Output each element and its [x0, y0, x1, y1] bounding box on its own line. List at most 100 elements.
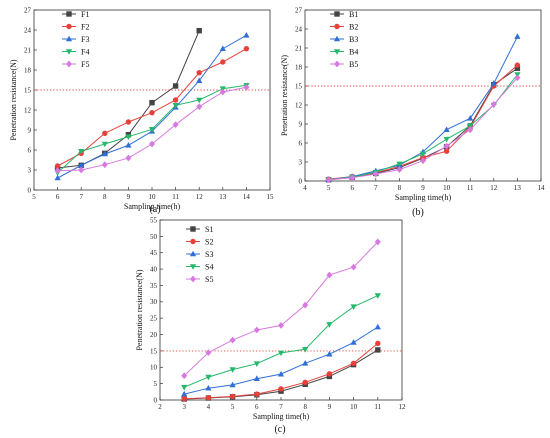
data-point — [220, 59, 226, 65]
data-point — [181, 372, 188, 380]
data-point — [396, 161, 403, 168]
legend-label: B1 — [349, 10, 358, 19]
chart-panel-b: 4 5 6 7 8 9 10 11 12 13 14 0 3 6 9 12 15 18 21 24 27 Sampling… — [280, 6, 545, 218]
y-tick-label: 18 — [295, 63, 303, 71]
x-axis-label: Sampling time(h) — [253, 412, 310, 421]
data-point — [229, 336, 236, 344]
legend-label: F4 — [81, 48, 89, 57]
data-point — [229, 367, 236, 373]
data-point — [196, 103, 203, 111]
data-point — [302, 301, 309, 309]
data-point — [302, 360, 309, 366]
y-tick-label: 45 — [150, 249, 158, 257]
x-tick-label: 5 — [327, 184, 331, 192]
y-tick-label: 0 — [28, 186, 32, 194]
data-point — [443, 136, 450, 143]
x-tick-label: 8 — [398, 184, 402, 192]
legend-swatch-marker — [334, 60, 340, 68]
data-point — [205, 384, 212, 391]
x-tick-label: 10 — [350, 403, 358, 411]
data-point — [196, 69, 202, 76]
x-tick-label: 13 — [219, 193, 227, 201]
data-point — [277, 350, 285, 357]
y-tick-label: 0 — [299, 177, 303, 185]
data-point — [229, 381, 236, 388]
x-tick-label: 3 — [182, 403, 186, 411]
y-tick-label: 6 — [299, 139, 303, 147]
series-s3 — [181, 323, 381, 397]
data-point — [467, 126, 474, 134]
data-point — [396, 166, 403, 173]
legend-label: F3 — [81, 35, 89, 44]
data-point — [219, 45, 226, 51]
y-tick-label: 35 — [150, 282, 158, 290]
data-point — [243, 45, 250, 52]
x-tick-label: 14 — [538, 184, 546, 192]
x-tick-label: 4 — [303, 184, 307, 192]
legend-label: F5 — [81, 60, 89, 69]
x-tick-label: 12 — [490, 184, 498, 192]
data-point — [172, 103, 179, 109]
data-point — [490, 80, 497, 86]
y-tick-label: 27 — [24, 6, 32, 14]
data-point — [302, 379, 308, 386]
legend-swatch-marker — [66, 11, 72, 17]
chart-panel-c: 2 3 4 5 6 7 8 9 10 11 120510152025303540455055Samp… — [135, 216, 406, 435]
data-point — [205, 349, 212, 356]
legend-label: F1 — [81, 10, 89, 19]
series-f5 — [54, 83, 250, 175]
y-tick-label: 6 — [28, 146, 32, 154]
data-point — [278, 321, 284, 329]
x-tick-label: 8 — [303, 403, 307, 411]
legend-label: S1 — [205, 225, 213, 234]
series-s4 — [181, 293, 381, 391]
data-point — [101, 150, 108, 157]
data-point — [243, 83, 250, 91]
y-tick-label: 15 — [150, 347, 158, 355]
y-tick-label: 12 — [295, 101, 303, 109]
data-point — [326, 371, 333, 377]
data-point — [172, 121, 179, 129]
legend-swatch-marker — [66, 23, 72, 30]
panel-label: (a) — [149, 204, 160, 215]
data-point — [125, 154, 132, 162]
data-point — [375, 340, 381, 347]
y-axis-label: Penetration resistance(N) — [280, 55, 289, 136]
y-tick-label: 5 — [154, 380, 158, 388]
y-tick-label: 15 — [295, 82, 303, 90]
y-tick-label: 9 — [28, 126, 32, 134]
data-point — [253, 375, 260, 382]
x-tick-label: 12 — [399, 403, 407, 411]
data-point — [254, 391, 260, 397]
data-point — [149, 109, 155, 116]
x-tick-label: 5 — [231, 403, 235, 411]
data-point — [326, 271, 333, 279]
legend-label: S5 — [205, 275, 213, 284]
y-tick-label: 20 — [150, 331, 158, 339]
y-tick-label: 12 — [24, 106, 32, 114]
x-tick-label: 10 — [443, 184, 451, 192]
series-f2 — [54, 45, 250, 169]
data-point — [375, 347, 381, 353]
y-tick-label: 3 — [299, 158, 303, 166]
data-point — [54, 163, 61, 169]
data-point — [253, 326, 260, 334]
series-b5 — [325, 74, 521, 184]
data-point — [196, 27, 202, 34]
series-line — [184, 326, 379, 395]
x-tick-label: 11 — [374, 403, 381, 411]
x-tick-label: 10 — [149, 193, 157, 201]
legend-swatch-marker — [190, 275, 196, 283]
data-point — [102, 130, 108, 137]
data-point — [374, 293, 381, 299]
legend-swatch-marker — [190, 226, 196, 232]
data-point — [326, 350, 333, 357]
x-tick-label: 9 — [127, 193, 131, 201]
data-point — [374, 323, 381, 330]
y-tick-label: 9 — [299, 120, 303, 128]
y-axis-label: Penetration resistance(N) — [9, 59, 18, 140]
data-point — [277, 370, 285, 377]
y-tick-label: 10 — [150, 364, 158, 372]
data-point — [172, 83, 179, 89]
